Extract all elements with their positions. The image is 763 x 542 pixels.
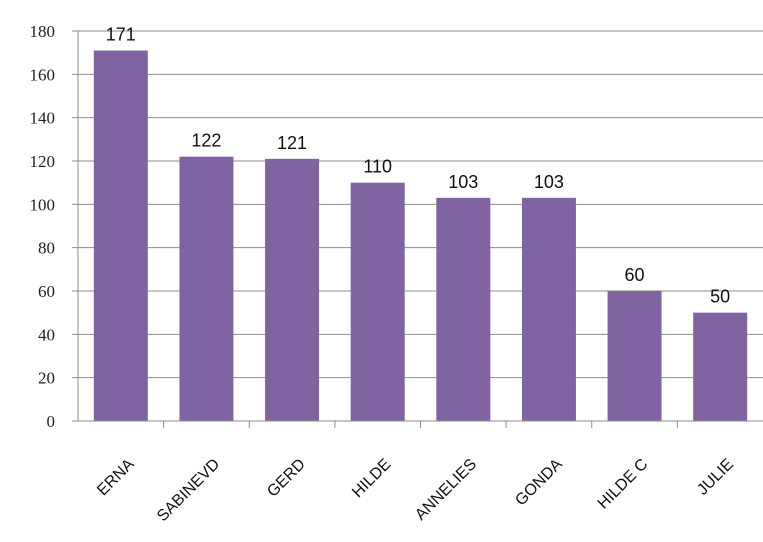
y-tick-label: 60 — [38, 282, 55, 301]
y-axis-ticks: 0 20 40 60 80 100 120 140 160 180 — [30, 22, 56, 431]
bar — [93, 50, 148, 421]
data-label: 122 — [191, 131, 221, 151]
data-labels: 171 122 121 110 103 103 60 50 — [106, 25, 730, 307]
data-label: 171 — [106, 25, 136, 45]
bar — [265, 158, 320, 422]
data-label: 110 — [363, 157, 392, 177]
bar — [179, 156, 234, 421]
y-tick-label: 100 — [30, 195, 56, 214]
bar — [693, 312, 748, 421]
x-tick-label: HILDE — [349, 456, 394, 501]
y-tick-label: 160 — [30, 65, 56, 84]
data-label: 121 — [277, 133, 307, 153]
data-label: 50 — [710, 287, 730, 307]
bar — [521, 197, 576, 421]
y-tick-label: 80 — [38, 239, 55, 258]
bars — [93, 50, 748, 422]
y-tick-label: 0 — [47, 412, 56, 431]
x-tick-label: GERD — [264, 456, 309, 501]
y-tick-label: 40 — [38, 325, 55, 344]
x-tick-label: ANNELIES — [412, 456, 480, 524]
y-tick-label: 20 — [38, 369, 55, 388]
data-label: 60 — [625, 265, 645, 285]
x-tick-label: ERNA — [94, 456, 138, 500]
x-tick-label: GONDA — [512, 456, 566, 510]
x-tick-label: JULIE — [694, 456, 737, 499]
x-tick-label: HILDE C — [595, 456, 652, 513]
bar — [436, 197, 491, 421]
bar — [350, 182, 405, 421]
data-label: 103 — [448, 172, 478, 192]
data-label: 103 — [534, 172, 564, 192]
y-tick-label: 140 — [30, 109, 56, 128]
bar — [607, 291, 662, 421]
y-tick-label: 120 — [30, 152, 56, 171]
x-tick-label: SABINEVD — [154, 456, 223, 525]
y-tick-label: 180 — [30, 22, 56, 41]
